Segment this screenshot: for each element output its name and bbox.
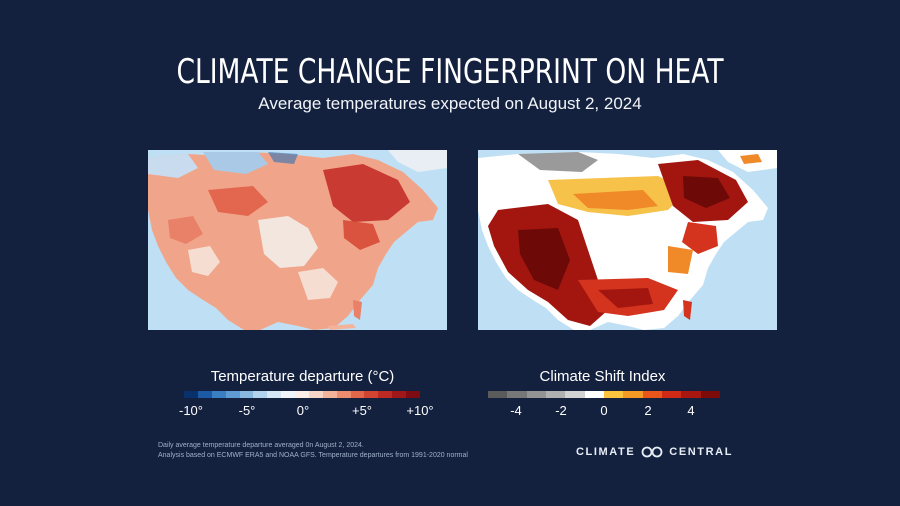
temperature-color-swatch: [392, 391, 406, 398]
temperature-color-swatch: [253, 391, 268, 398]
temperature-color-swatch: [225, 391, 240, 398]
footnote-line-1: Daily average temperature departure aver…: [158, 442, 364, 449]
page-title: CLIMATE CHANGE FINGERPRINT ON HEAT: [176, 52, 724, 92]
temperature-color-swatch: [336, 391, 351, 398]
temperature-tick-label: -10°: [179, 403, 203, 418]
csi-tick-label: -4: [510, 403, 522, 418]
climate-shift-index-map: [478, 150, 777, 330]
csi-color-swatch: [642, 391, 662, 398]
temperature-color-swatch: [184, 391, 198, 398]
page-subtitle: Average temperatures expected on August …: [258, 94, 642, 113]
climate-central-logo: CLIMATE CENTRAL: [576, 445, 733, 459]
temperature-color-swatch: [197, 391, 212, 398]
csi-color-swatch: [526, 391, 546, 398]
temperature-tick-label: 0°: [296, 403, 310, 418]
csi-color-swatch: [623, 391, 643, 398]
footnote-line-2: Analysis based on ECMWF ERA5 and NOAA GF…: [158, 452, 468, 459]
temperature-color-swatch: [378, 391, 393, 398]
temperature-color-swatch: [308, 391, 323, 398]
csi-color-swatch: [661, 391, 682, 398]
infinity-logo-icon: [641, 446, 663, 458]
csi-legend-title: Climate Shift Index: [539, 368, 666, 385]
csi-color-swatch: [584, 391, 604, 398]
csi-tick-label: 0: [600, 403, 608, 418]
temperature-tick-label: +5°: [351, 403, 373, 418]
logo-text-right: CENTRAL: [669, 446, 734, 458]
temperature-color-swatch: [364, 391, 379, 398]
temperature-tick-label: +10°: [406, 403, 434, 418]
csi-color-swatch: [488, 391, 508, 398]
csi-color-swatch: [565, 391, 585, 398]
temperature-tick-label: -5°: [238, 403, 256, 418]
temperature-legend-title: Temperature departure (°C): [210, 368, 395, 385]
csi-tick-label: 4: [687, 403, 695, 418]
temperature-color-swatch: [295, 391, 309, 398]
csi-tick-label: -2: [555, 403, 567, 418]
csi-color-swatch: [700, 391, 720, 398]
temperature-color-swatch: [350, 391, 365, 398]
temperature-color-swatch: [211, 391, 226, 398]
temperature-color-swatch: [239, 391, 254, 398]
temperature-color-swatch: [267, 391, 282, 398]
csi-color-swatch: [681, 391, 701, 398]
temperature-color-swatch: [406, 391, 420, 398]
csi-color-swatch: [545, 391, 566, 398]
logo-text-left: CLIMATE: [576, 446, 636, 458]
temperature-color-swatch: [322, 391, 337, 398]
temperature-color-bar: [184, 391, 420, 398]
csi-tick-label: 2: [644, 403, 652, 418]
temperature-color-swatch: [281, 391, 295, 398]
csi-color-swatch: [603, 391, 624, 398]
csi-color-swatch: [507, 391, 527, 398]
temperature-departure-map: [148, 150, 447, 330]
csi-color-bar: [488, 391, 720, 398]
